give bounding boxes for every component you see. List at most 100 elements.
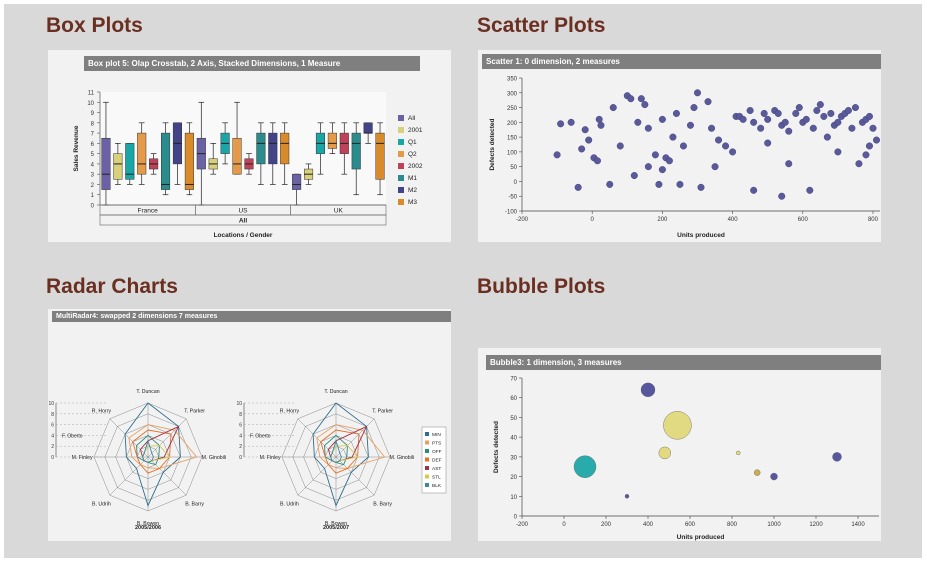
scatter-point xyxy=(679,142,687,150)
legend-swatch xyxy=(425,432,429,436)
radar-scale-label: 10 xyxy=(48,401,54,407)
scatter-point xyxy=(690,104,698,112)
x-tick-label: 1400 xyxy=(851,522,865,528)
box-m1 xyxy=(161,132,171,190)
scatter-point xyxy=(686,121,694,129)
x-tick-label: 0 xyxy=(591,217,595,223)
scatter-point xyxy=(557,120,565,128)
scatter-point xyxy=(669,133,677,141)
box-plot-area xyxy=(100,92,386,205)
scatter-point xyxy=(658,166,666,174)
x-tick-label: 600 xyxy=(798,217,809,223)
radar-axis-label: B. Bowen xyxy=(325,521,347,527)
radar-series-blk xyxy=(142,439,154,463)
scatter-point xyxy=(729,148,737,156)
scatter-point xyxy=(722,142,730,150)
scatter-point xyxy=(750,186,758,194)
y-tick-label: 8 xyxy=(91,121,95,127)
scatter-point xyxy=(774,109,782,117)
scatter-point xyxy=(630,172,638,180)
radar-chart-label: 2005/2007 xyxy=(323,525,349,531)
box-all xyxy=(292,173,302,190)
x-tick-label: 200 xyxy=(657,217,668,223)
scatter-point xyxy=(792,109,800,117)
y-tick-label: 0 xyxy=(91,204,95,210)
x-axis-label: Locations / Gender xyxy=(214,232,273,239)
radar-series-def xyxy=(132,429,172,474)
group-label: US xyxy=(238,208,248,215)
y-tick-label: 1 xyxy=(91,193,95,199)
bubble xyxy=(640,382,656,398)
scatter-point xyxy=(585,136,593,144)
x-tick-label: 0 xyxy=(562,522,566,528)
scatter-point xyxy=(651,151,659,159)
radar-axis-label: B. Barry xyxy=(373,502,392,508)
box-plot-panel: Box plot 5: Olap Crosstab, 2 Axis, Stack… xyxy=(48,50,451,242)
radar-spoke xyxy=(109,456,149,496)
y-tick-label: 6 xyxy=(91,142,95,148)
y-axis-label: Defects detected xyxy=(489,118,496,170)
radar-scale-label: 6 xyxy=(51,423,54,429)
y-tick-label: 200 xyxy=(507,121,518,127)
y-tick-label: 300 xyxy=(507,91,518,97)
legend-label: MIN xyxy=(432,432,441,438)
x-tick-label: 800 xyxy=(868,217,879,223)
y-tick-label: 7 xyxy=(91,132,95,138)
radar-title-bar: MultiRadar4: swapped 2 dimensions 7 meas… xyxy=(52,311,451,322)
scatter-point xyxy=(609,104,617,112)
bubble xyxy=(624,494,630,499)
scatter-point xyxy=(658,115,666,123)
y-tick-label: 40 xyxy=(510,436,517,442)
y-tick-label: 10 xyxy=(87,101,94,107)
scatter-point xyxy=(553,151,561,159)
scatter-point xyxy=(641,101,649,109)
radar-other-label: F. Oberto xyxy=(62,433,83,439)
box-m3 xyxy=(280,132,290,165)
y-tick-label: 3 xyxy=(91,173,95,179)
y-tick-label: -50 xyxy=(508,195,517,201)
radar-scale-label: 0 xyxy=(239,455,242,461)
scatter-point xyxy=(655,180,663,188)
x-tick-label: -200 xyxy=(516,522,529,528)
scatter-point xyxy=(785,160,793,168)
radar-axis-label: R. Horry xyxy=(280,408,300,414)
scatter-plots-heading: Scatter Plots xyxy=(477,14,606,37)
legend-swatch xyxy=(398,127,404,133)
radar-scale-label: 6 xyxy=(239,423,242,429)
legend-swatch xyxy=(425,483,429,487)
scatter-point xyxy=(616,142,624,150)
scatter-point xyxy=(634,118,642,126)
x-tick-label: 1000 xyxy=(767,522,781,528)
y-tick-label: 9 xyxy=(91,111,95,117)
legend-label: Q1 xyxy=(408,139,417,146)
y-tick-label: 70 xyxy=(510,377,517,383)
box-plots-heading: Box Plots xyxy=(46,14,143,37)
x-tick-label: 1200 xyxy=(809,522,823,528)
scatter-point xyxy=(848,124,856,132)
bubble-title-bar: Bubble3: 1 dimension, 3 measures xyxy=(486,355,881,370)
radar-axis-label: B. Udrih xyxy=(280,502,299,508)
scatter-point xyxy=(750,118,758,126)
scatter-point xyxy=(865,112,873,120)
x-tick-label: 200 xyxy=(601,522,612,528)
y-tick-label: 150 xyxy=(507,136,518,142)
scatter-point xyxy=(862,151,870,159)
box-q2 xyxy=(137,132,147,175)
bubble xyxy=(658,446,672,460)
bubble xyxy=(573,455,597,478)
scatter-point xyxy=(746,107,754,115)
group-label: UK xyxy=(334,208,344,215)
x-tick-label: 800 xyxy=(727,522,738,528)
scatter-point xyxy=(760,109,768,117)
y-tick-label: 50 xyxy=(510,416,517,422)
scatter-point xyxy=(578,145,586,153)
legend-label: M2 xyxy=(408,187,417,194)
legend-swatch xyxy=(425,449,429,453)
y-tick-label: 50 xyxy=(510,165,517,171)
y-tick-label: -100 xyxy=(505,210,518,216)
scatter-title-bar: Scatter 1: 0 dimension, 2 measures xyxy=(482,54,881,69)
radar-series-min xyxy=(124,402,181,507)
radar-axis-label: B. Udrih xyxy=(92,502,111,508)
y-axis-label: Sales Revenue xyxy=(73,125,80,171)
scatter-point xyxy=(593,157,601,165)
